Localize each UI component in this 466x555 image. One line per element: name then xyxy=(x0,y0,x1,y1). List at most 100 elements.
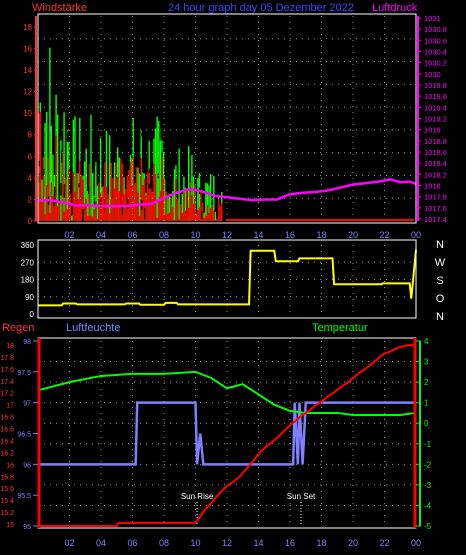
bar-gap xyxy=(169,163,171,178)
bar-gap xyxy=(38,160,40,166)
wind-bar xyxy=(153,163,155,221)
bar-gap xyxy=(61,150,63,163)
gust-bar xyxy=(60,140,62,221)
gust-bar xyxy=(57,114,59,221)
gust-bar xyxy=(205,182,207,221)
wind-bar xyxy=(219,206,221,221)
wind-bar xyxy=(46,184,48,221)
wind-bar xyxy=(87,216,89,221)
climate-x-ticks: 02 04 06 08 10 12 14 16 18 20 22 00 xyxy=(64,538,421,548)
bar-gap xyxy=(201,210,203,219)
wind-bar xyxy=(63,211,65,221)
gust-bar xyxy=(156,116,158,221)
wind-bar xyxy=(96,219,99,221)
bar-gap xyxy=(148,183,150,189)
gust-bar xyxy=(74,116,76,221)
wind-bar xyxy=(82,179,84,221)
wind-bar xyxy=(206,205,209,221)
compass-label: W xyxy=(435,257,446,269)
rain-tick-label: 15.2 xyxy=(0,510,14,517)
wind-bar xyxy=(50,182,52,221)
x-tick-label: 14 xyxy=(253,230,263,240)
pressure-tick-label: 1019.6 xyxy=(424,92,447,101)
temperature-tick-label: -2 xyxy=(424,460,432,469)
gust-bar xyxy=(90,114,92,221)
wind-bar xyxy=(72,172,75,221)
wind-bar xyxy=(180,204,182,221)
compass-label: S xyxy=(436,275,443,287)
x-tick-label: 14 xyxy=(253,538,263,548)
gust-bar xyxy=(188,146,190,221)
wind-bar xyxy=(113,188,116,221)
wind-bar xyxy=(77,199,79,221)
climate-frame xyxy=(37,337,417,529)
pressure-tick-label: 1030 xyxy=(424,70,441,79)
wind-bar xyxy=(148,170,150,221)
bar-gap xyxy=(121,205,124,215)
bar-gap xyxy=(209,163,212,169)
x-tick-label: 10 xyxy=(190,538,200,548)
bar-gap xyxy=(149,168,151,174)
temperature-tick-label: 3 xyxy=(424,358,429,367)
wind-bar xyxy=(188,207,190,221)
wind-tick-label: 14 xyxy=(23,66,32,75)
wind-bar xyxy=(105,186,108,221)
pressure-tick-label: 1018.6 xyxy=(424,148,447,157)
temperature-line xyxy=(37,370,417,416)
temperature-tick-label: -5 xyxy=(424,522,432,531)
humidity-tick-label: 98 xyxy=(23,339,31,346)
rain-tick-label: 17.4 xyxy=(0,379,14,386)
wind-bar xyxy=(66,209,68,221)
bar-gap xyxy=(68,220,70,234)
bar-gap xyxy=(194,178,196,184)
wind-bar xyxy=(168,212,171,221)
wind-bar xyxy=(83,203,86,221)
gust-bar xyxy=(214,211,217,221)
pressure-tick-label: 1019.8 xyxy=(424,81,447,90)
bar-gap xyxy=(174,131,176,140)
bar-gap xyxy=(94,161,96,166)
pressure-tick-label: 1019.2 xyxy=(424,115,447,124)
gust-bar xyxy=(118,157,120,221)
wind-tick-label: 12 xyxy=(23,88,32,97)
wind-bar xyxy=(90,215,92,221)
x-tick-label: 20 xyxy=(348,230,358,240)
pressure-tick-label: 1018.8 xyxy=(424,137,447,146)
wind-bar xyxy=(39,111,41,221)
gust-bar xyxy=(168,194,171,221)
gust-bar xyxy=(172,191,174,221)
pressure-tick-label: 1018.4 xyxy=(424,159,447,168)
gust-bar xyxy=(197,178,199,221)
wind-bar xyxy=(38,113,40,221)
bar-gap xyxy=(141,132,143,137)
gust-bar xyxy=(49,47,51,222)
humidity-label: Luftfeuchte xyxy=(66,322,120,334)
x-tick-label: 02 xyxy=(64,230,74,240)
temperature-tick-label: -4 xyxy=(424,501,432,510)
bar-gap xyxy=(161,152,163,157)
wind-bar xyxy=(109,213,111,221)
bar-gap xyxy=(134,169,136,184)
x-tick-label: 16 xyxy=(285,230,295,240)
gust-bar xyxy=(77,173,79,221)
temperature-tick-label: 1 xyxy=(424,399,429,408)
wind-bar xyxy=(128,170,130,221)
temperature-tick-label: 2 xyxy=(424,378,429,387)
gust-bar xyxy=(184,187,187,221)
bar-gap xyxy=(63,184,65,198)
wind-bar xyxy=(183,192,185,221)
wind-bar xyxy=(176,198,179,221)
direction-axis-ticks: 360 270 180 90 0 xyxy=(21,241,35,319)
wind-bar xyxy=(134,179,136,221)
wind-bar xyxy=(120,158,122,221)
rain-axis-ticks: 18 17.8 17.6 17.4 17.2 17 16.8 16.6 16.4 16.2 16 15… xyxy=(0,343,14,529)
wind-bar xyxy=(170,198,172,221)
pressure-tick-label: 1030.2 xyxy=(424,59,447,68)
wind-bar xyxy=(161,156,163,221)
wind-bar xyxy=(126,175,128,221)
bar-gap xyxy=(93,197,96,207)
wind-bar xyxy=(142,185,144,221)
gust-bar xyxy=(105,131,108,221)
wind-bar xyxy=(159,190,162,221)
